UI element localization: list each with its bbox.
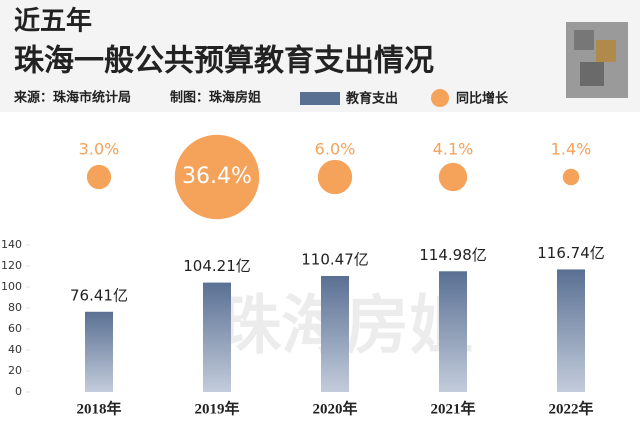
chart-subtitle: 珠海一般公共预算教育支出情况 [14,44,434,79]
bar [203,282,231,392]
bar [321,276,349,392]
x-tick-label: 2019年 [194,399,239,417]
y-tick-label: 120 [1,259,22,272]
bubble [562,168,580,186]
x-tick-label: 2022年 [548,399,593,417]
credit: 制图：珠海房姐 [170,90,261,106]
y-tick-label: 40 [8,343,22,356]
chart-title: 近五年 [14,6,92,37]
value-label: 104.21亿 [183,257,251,275]
y-tick-label: 0 [15,385,22,398]
legend-label: 教育支出 [345,91,398,107]
bubble [174,134,260,220]
y-tick-label: 20 [8,364,22,377]
value-label: 76.41亿 [70,286,128,304]
value-label: 110.47亿 [301,251,369,269]
legend-label: 同比增长 [456,91,509,107]
bubble [317,159,353,195]
pixel-image [566,22,628,98]
bubble [438,162,468,192]
bubble [86,164,112,190]
value-label: 3.0% [79,140,120,159]
value-label: 36.4% [182,164,252,189]
y-tick-label: 80 [8,301,22,314]
y-tick-label: 140 [1,238,22,251]
x-tick-label: 2018年 [76,399,121,417]
value-label: 1.4% [551,140,592,159]
value-label: 114.98亿 [419,246,487,264]
bar [557,269,585,392]
y-tick-label: 100 [1,280,22,293]
x-tick-label: 2020年 [312,399,357,417]
value-label: 4.1% [433,140,474,159]
bar [439,271,467,392]
y-tick-label: 60 [8,322,22,335]
legend-swatch [431,89,449,107]
source: 来源：珠海市统计局 [13,90,131,106]
bar [85,311,113,392]
value-label: 116.74亿 [537,244,605,262]
x-tick-label: 2021年 [430,399,475,417]
legend-swatch [300,92,340,105]
value-label: 6.0% [315,140,356,159]
